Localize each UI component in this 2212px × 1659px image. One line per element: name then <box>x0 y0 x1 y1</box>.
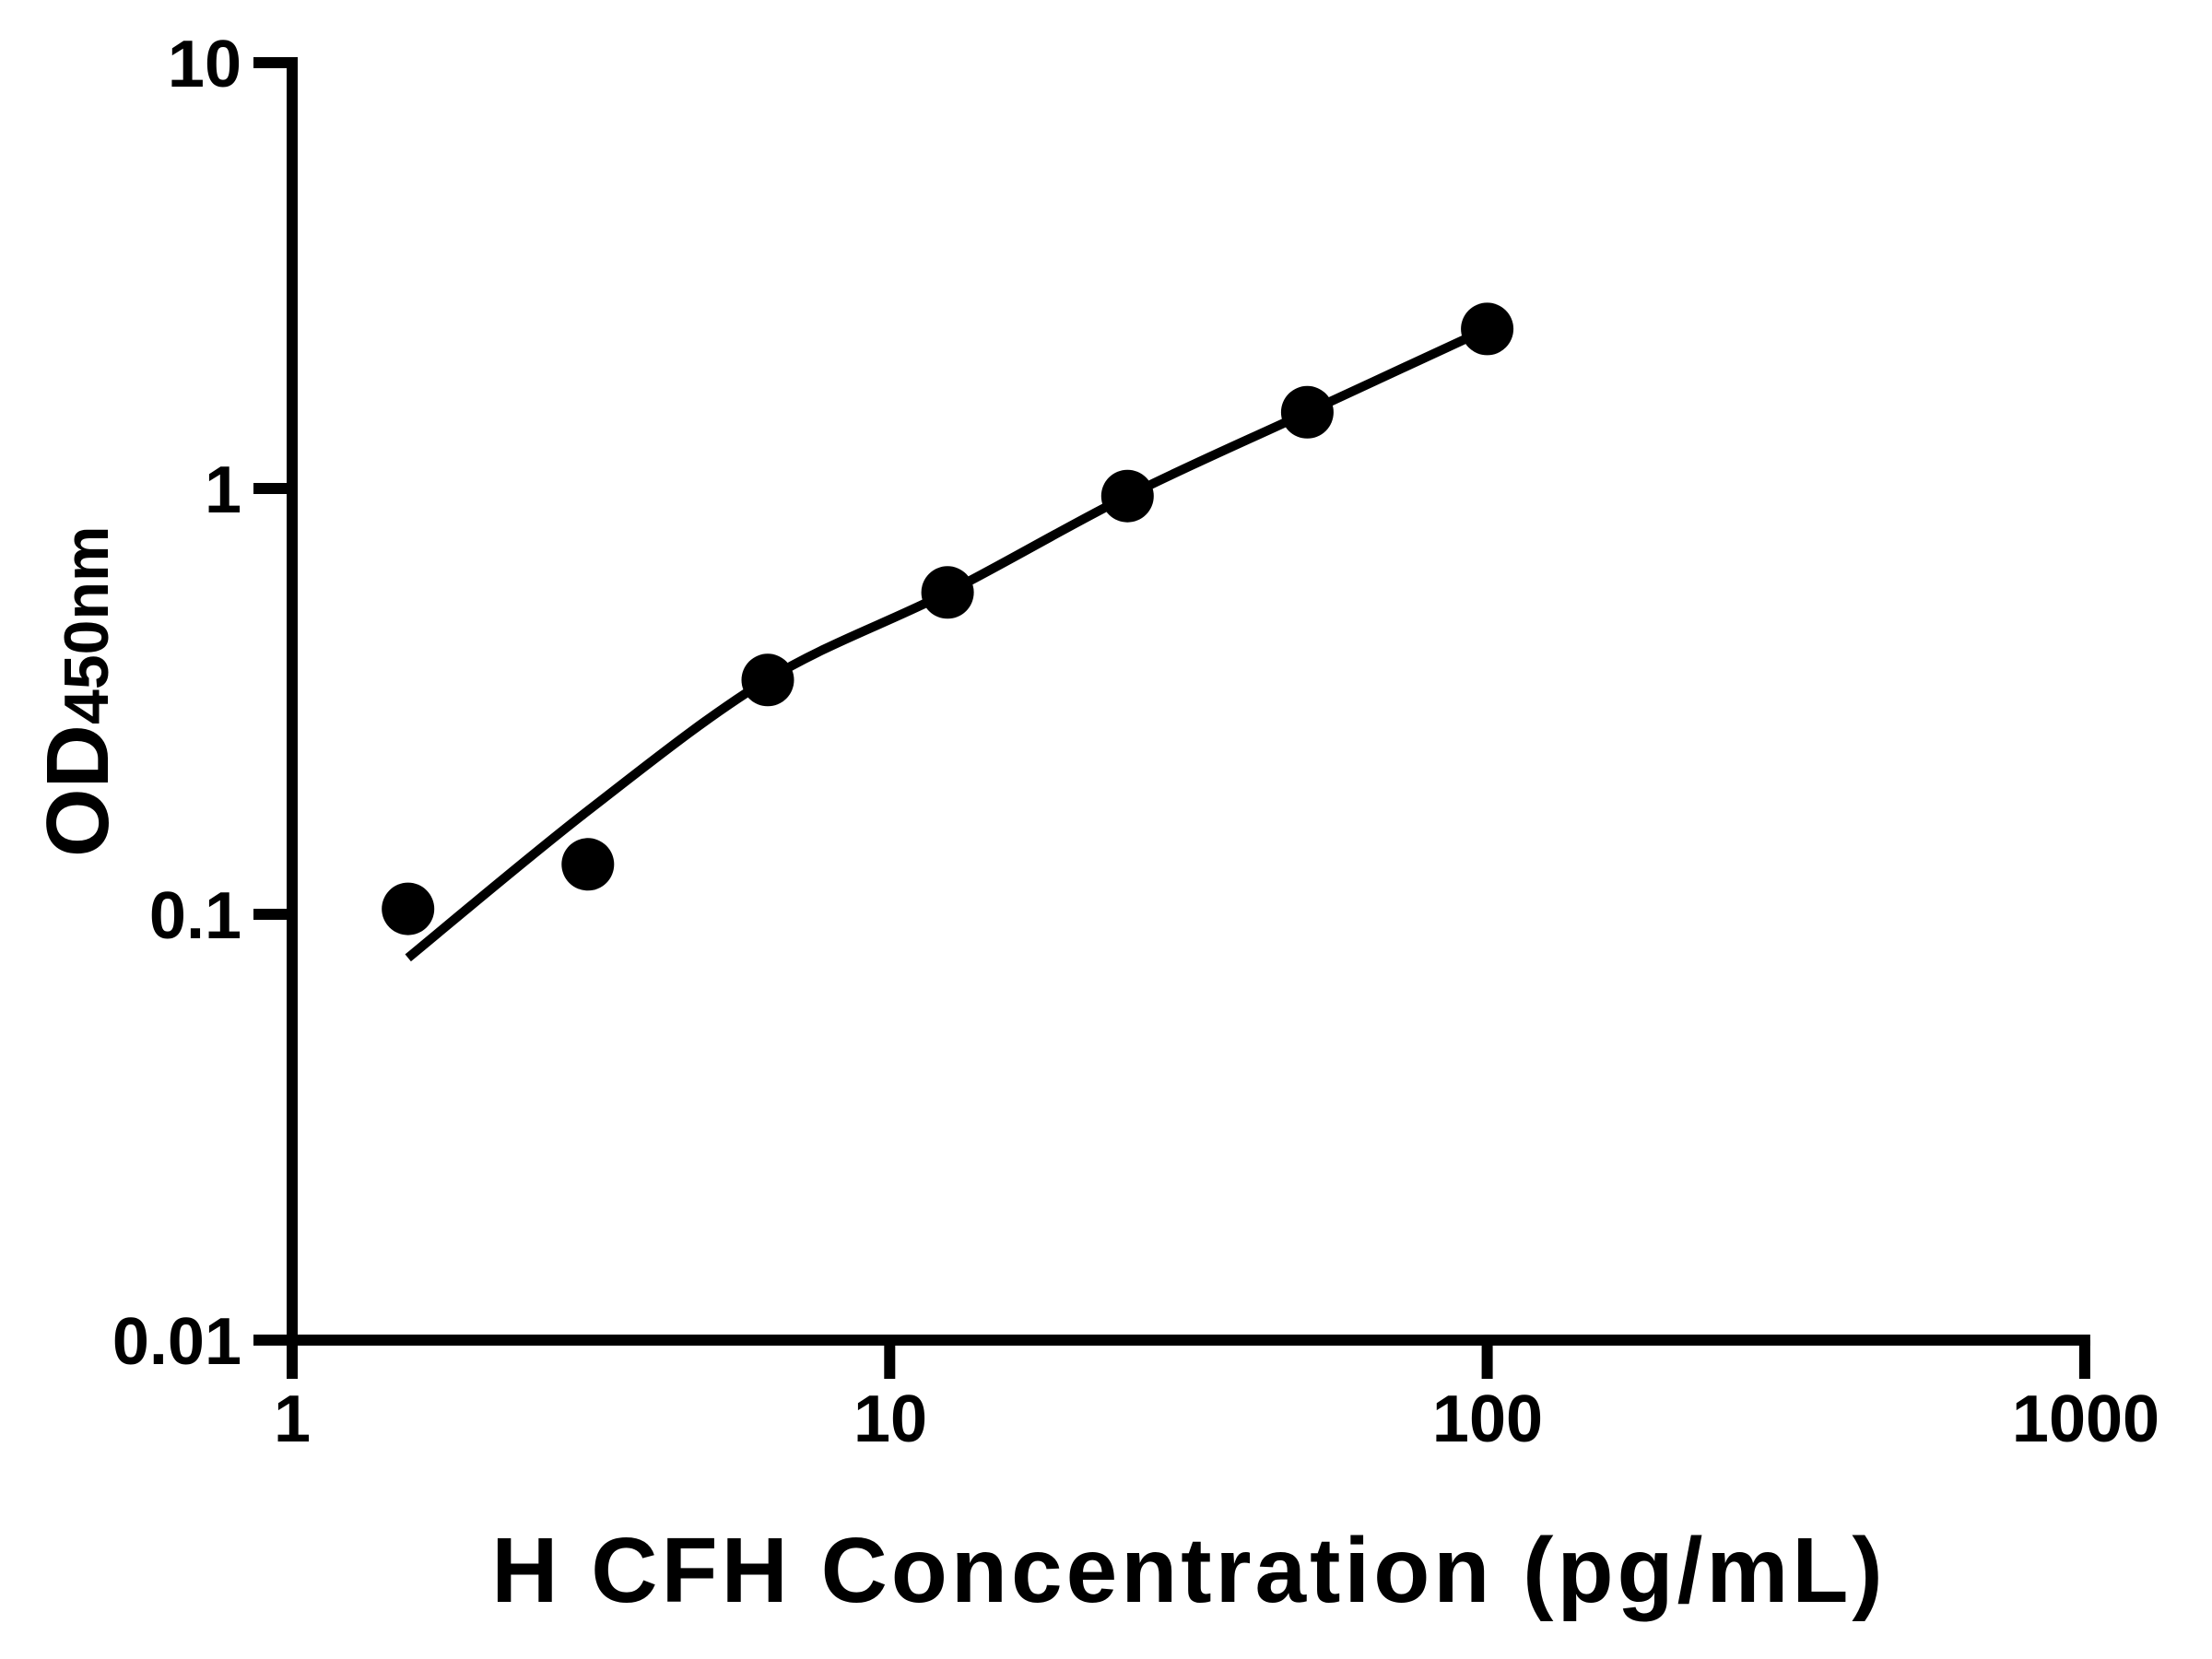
x-tick-labels: 1 10 100 1000 <box>274 1382 2159 1456</box>
y-axis-title-main: OD <box>29 724 127 857</box>
x-tick-label-10: 10 <box>853 1382 927 1456</box>
data-point <box>921 566 974 619</box>
x-tick-label-100: 100 <box>1432 1382 1543 1456</box>
y-axis-title: OD450nm <box>29 526 127 857</box>
x-tick-label-1: 1 <box>274 1382 311 1456</box>
y-tick-label-0.1: 0.1 <box>149 879 241 953</box>
data-point <box>1280 385 1334 439</box>
y-tick-label-10: 10 <box>168 28 241 101</box>
y-tick-label-0.01: 0.01 <box>112 1305 241 1379</box>
data-point <box>741 653 794 707</box>
axes <box>253 57 2090 1379</box>
data-point <box>1100 469 1154 523</box>
x-axis-title: H CFH Concentration (pg/mL) <box>491 1519 1886 1622</box>
y-tick-label-1: 1 <box>205 453 241 527</box>
data-point <box>1461 302 1514 356</box>
y-axis-title-sub: 450nm <box>52 526 122 724</box>
data-point <box>561 838 615 891</box>
data-point <box>382 882 435 935</box>
x-tick-label-1000: 1000 <box>2012 1382 2159 1456</box>
y-axis-title-group: OD450nm <box>29 526 127 857</box>
data-points <box>382 302 1514 935</box>
y-tick-labels: 10 1 0.1 0.01 <box>112 28 241 1379</box>
